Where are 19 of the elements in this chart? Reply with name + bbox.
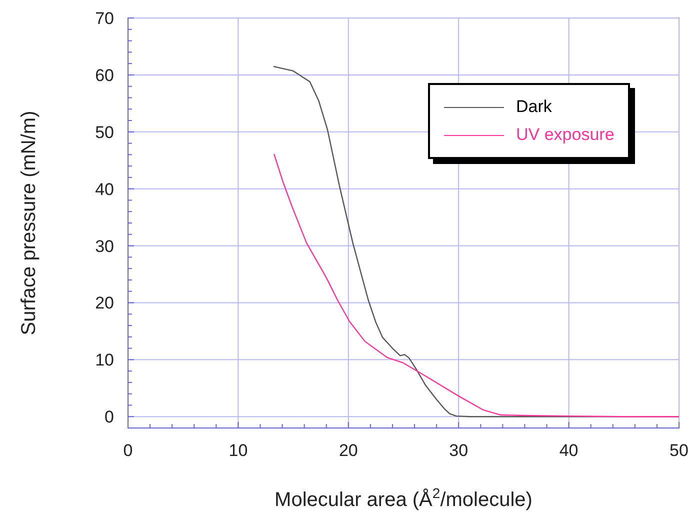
x-tick-label: 10: [228, 441, 248, 460]
y-tick-label: 70: [95, 9, 114, 28]
y-tick-label: 60: [95, 66, 114, 85]
x-tick-label: 40: [559, 441, 578, 460]
legend-label: Dark: [516, 97, 552, 117]
x-tick-label: 50: [670, 441, 688, 460]
y-tick-label: 40: [95, 180, 114, 199]
y-tick-label: 0: [104, 408, 114, 427]
y-tick-label: 10: [95, 350, 114, 370]
x-tick-label: 20: [338, 441, 358, 460]
x-tick-label: 30: [449, 441, 468, 460]
y-tick-label: 50: [95, 122, 114, 142]
y-axis-title: Surface pressure (mN/m): [18, 110, 40, 336]
x-tick-label: 0: [123, 441, 133, 460]
y-tick-label: 20: [95, 294, 114, 313]
y-tick-label: 30: [95, 236, 114, 256]
legend-label: UV exposure: [516, 125, 614, 145]
x-axis-title: Molecular area (Å$^{2}$/molecule): [274, 485, 532, 511]
line-series: [273, 153, 679, 418]
